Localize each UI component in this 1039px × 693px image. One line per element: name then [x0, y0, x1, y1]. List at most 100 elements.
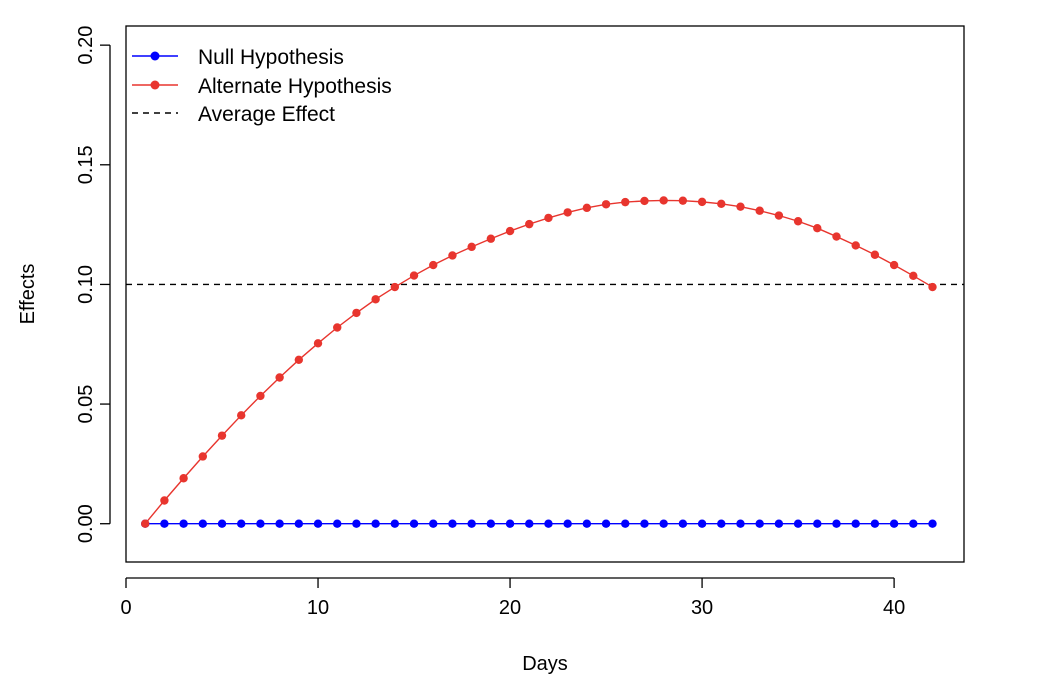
alternate-hypothesis-point	[621, 197, 630, 207]
legend: Null Hypothesis Alternate Hypothesis Ave…	[132, 46, 392, 126]
null-hypothesis-point	[467, 519, 476, 528]
null-hypothesis-point	[390, 519, 400, 528]
null-hypothesis-point	[678, 519, 688, 528]
alternate-hypothesis-point	[217, 431, 227, 440]
legend-marker-alternate-hypothesis	[150, 80, 160, 90]
alternate-hypothesis-point	[294, 355, 304, 365]
null-hypothesis-point	[909, 519, 918, 528]
null-hypothesis-point	[563, 519, 572, 528]
null-hypothesis-point	[486, 519, 496, 528]
alternate-hypothesis-line	[144, 199, 933, 525]
null-hypothesis-point	[160, 519, 169, 528]
null-hypothesis-point	[448, 519, 457, 528]
x-tick-label: 0	[120, 597, 131, 619]
alternate-hypothesis-point	[141, 519, 150, 528]
alternate-hypothesis-point	[755, 206, 764, 215]
y-tick-label: 0.10	[75, 265, 97, 304]
null-hypothesis-point	[313, 519, 323, 528]
alternate-hypothesis-point	[813, 223, 822, 233]
alternate-hypothesis-point	[736, 202, 745, 211]
y-axis: 0.00 0.05 0.10 0.15 0.20	[75, 26, 111, 543]
legend-item-alternate: Alternate Hypothesis	[132, 75, 392, 98]
alternate-hypothesis-point	[659, 196, 668, 205]
null-hypothesis-point	[237, 519, 246, 528]
alternate-hypothesis-point	[601, 200, 611, 209]
null-hypothesis-point	[755, 519, 764, 528]
alternate-hypothesis-point	[313, 339, 323, 348]
alternate-hypothesis-point	[851, 241, 860, 250]
series-null-hypothesis	[141, 519, 937, 528]
null-hypothesis-point	[582, 519, 592, 528]
series-alternate-hypothesis	[141, 196, 937, 528]
alternate-hypothesis-point	[198, 452, 208, 461]
null-hypothesis-point	[409, 519, 419, 528]
alternate-hypothesis-point	[409, 271, 419, 280]
alternate-hypothesis-point	[352, 308, 361, 318]
null-hypothesis-point	[928, 519, 937, 528]
y-tick-label: 0.00	[75, 504, 97, 543]
alternate-hypothesis-point	[870, 250, 880, 259]
null-hypothesis-point	[813, 519, 822, 528]
null-hypothesis-point	[371, 519, 380, 528]
series-group	[141, 196, 937, 528]
null-hypothesis-point	[889, 519, 899, 528]
null-hypothesis-point	[621, 519, 630, 528]
y-tick-label: 0.20	[75, 26, 97, 65]
null-hypothesis-point	[851, 519, 860, 528]
alternate-hypothesis-point	[909, 271, 918, 281]
null-hypothesis-point	[198, 519, 208, 528]
legend-label-alternate: Alternate Hypothesis	[198, 75, 392, 98]
alternate-hypothesis-point	[832, 232, 841, 241]
null-hypothesis-point	[774, 519, 784, 528]
x-axis: 0 10 20 30 40	[120, 577, 905, 619]
x-tick-label: 20	[499, 597, 521, 619]
alternate-hypothesis-point	[256, 391, 265, 401]
alternate-hypothesis-point	[371, 295, 380, 304]
alternate-hypothesis-point	[505, 226, 515, 236]
alternate-hypothesis-point	[525, 219, 534, 229]
alternate-hypothesis-point	[237, 411, 246, 420]
legend-item-average: Average Effect	[132, 103, 335, 126]
alternate-hypothesis-point	[160, 496, 169, 505]
alternate-hypothesis-point	[275, 373, 284, 382]
x-tick-label: 40	[883, 597, 905, 619]
x-tick-label: 30	[691, 597, 713, 619]
null-hypothesis-point	[659, 519, 668, 528]
null-hypothesis-point	[793, 519, 803, 528]
alternate-hypothesis-point	[928, 282, 937, 292]
plot-frame	[125, 25, 965, 563]
y-axis-title: Effects	[17, 264, 39, 325]
alternate-hypothesis-point	[582, 203, 592, 213]
alternate-hypothesis-point	[390, 282, 400, 292]
alternate-hypothesis-point	[563, 208, 572, 217]
y-tick-label: 0.05	[75, 385, 97, 424]
alternate-hypothesis-point	[717, 199, 726, 208]
alternate-hypothesis-point	[544, 213, 553, 223]
null-hypothesis-point	[429, 519, 438, 528]
alternate-hypothesis-point	[179, 474, 188, 483]
legend-label-null: Null Hypothesis	[198, 46, 344, 69]
alternate-hypothesis-point	[697, 197, 707, 207]
null-hypothesis-point	[179, 519, 188, 528]
null-hypothesis-point	[736, 519, 745, 528]
alternate-hypothesis-point	[333, 323, 342, 332]
null-hypothesis-point	[333, 519, 342, 528]
alternate-hypothesis-point	[774, 211, 784, 220]
null-hypothesis-point	[256, 519, 265, 528]
alternate-hypothesis-point	[793, 217, 803, 226]
legend-item-null: Null Hypothesis	[132, 46, 344, 69]
null-hypothesis-point	[275, 519, 284, 528]
null-hypothesis-point	[717, 519, 726, 528]
alternate-hypothesis-point	[429, 260, 438, 270]
null-hypothesis-point	[870, 519, 880, 528]
null-hypothesis-point	[544, 519, 553, 528]
null-hypothesis-point	[832, 519, 841, 528]
null-hypothesis-point	[505, 519, 515, 528]
legend-marker-null-hypothesis	[150, 51, 160, 61]
alternate-hypothesis-point	[640, 196, 649, 206]
x-tick-label: 10	[307, 597, 329, 619]
y-tick-label: 0.15	[75, 145, 97, 184]
legend-label-average: Average Effect	[198, 103, 335, 126]
null-hypothesis-point	[697, 519, 707, 528]
